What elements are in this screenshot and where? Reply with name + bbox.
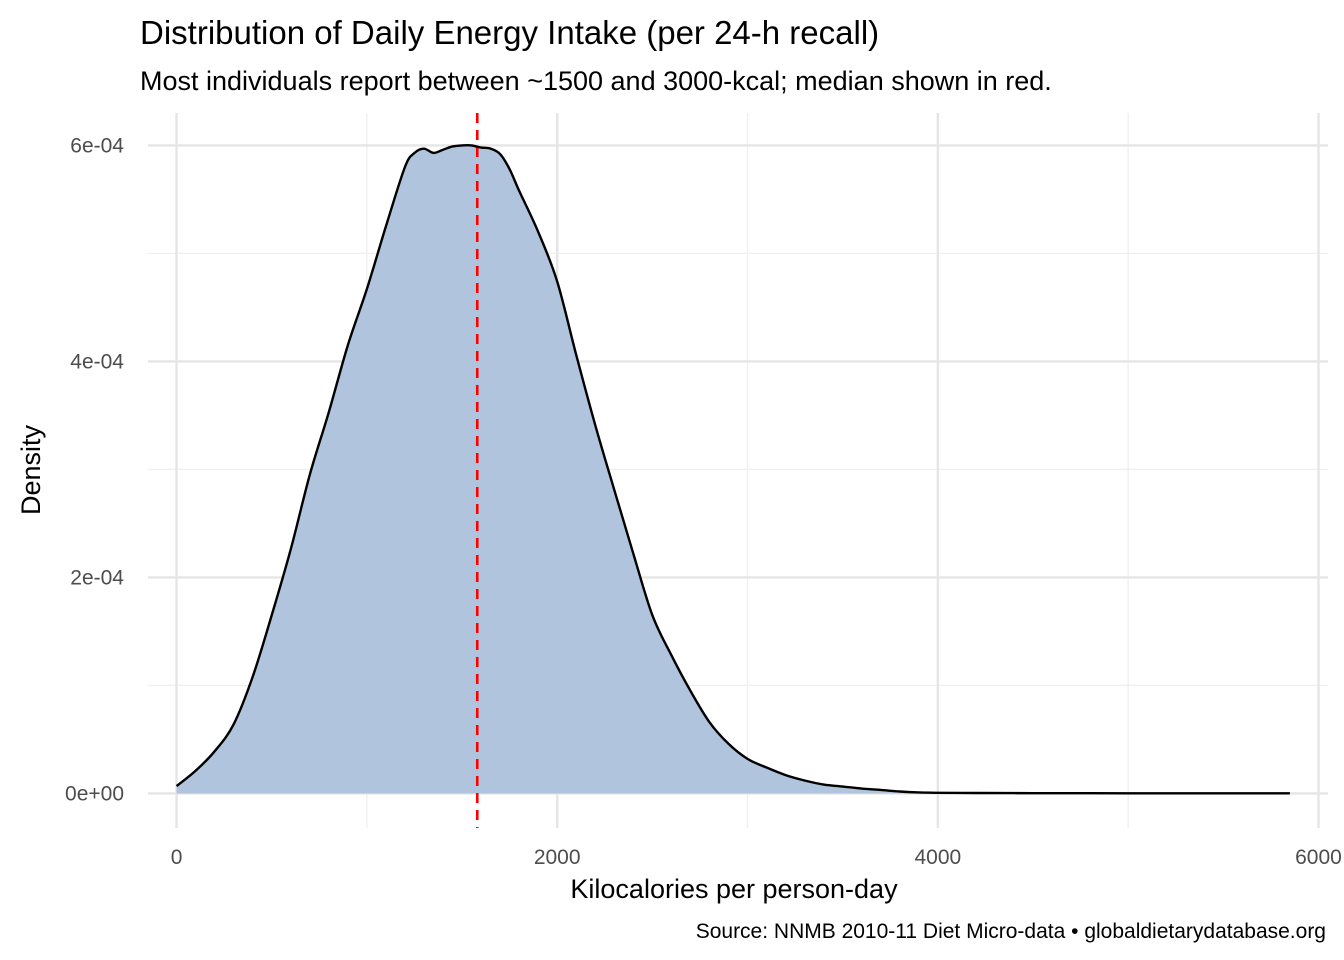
x-tick-label: 6000 bbox=[1295, 846, 1342, 869]
density-curve bbox=[175, 143, 1290, 795]
density-area bbox=[176, 145, 1290, 794]
x-axis-title: Kilocalories per person‑day bbox=[570, 874, 898, 904]
y-tick-label: 6e-04 bbox=[70, 134, 124, 157]
y-tick-label: 0e+00 bbox=[65, 782, 124, 805]
y-tick-label: 2e-04 bbox=[70, 566, 124, 589]
y-tick-label: 4e-04 bbox=[70, 350, 124, 373]
x-tick-label: 4000 bbox=[914, 846, 961, 869]
x-tick-label: 2000 bbox=[534, 846, 581, 869]
y-axis-ticks: 0e+00 2e-04 4e-04 6e-04 bbox=[65, 134, 124, 805]
y-axis-title: Density bbox=[16, 424, 46, 515]
chart-title: Distribution of Daily Energy Intake (per… bbox=[140, 14, 879, 51]
chart-caption: Source: NNMB 2010‑11 Diet Micro‑data • g… bbox=[696, 920, 1326, 943]
x-tick-label: 0 bbox=[171, 846, 183, 869]
chart-subtitle: Most individuals report between ~1500 an… bbox=[140, 66, 1052, 96]
x-axis-ticks: 0 2000 4000 6000 bbox=[171, 846, 1342, 869]
